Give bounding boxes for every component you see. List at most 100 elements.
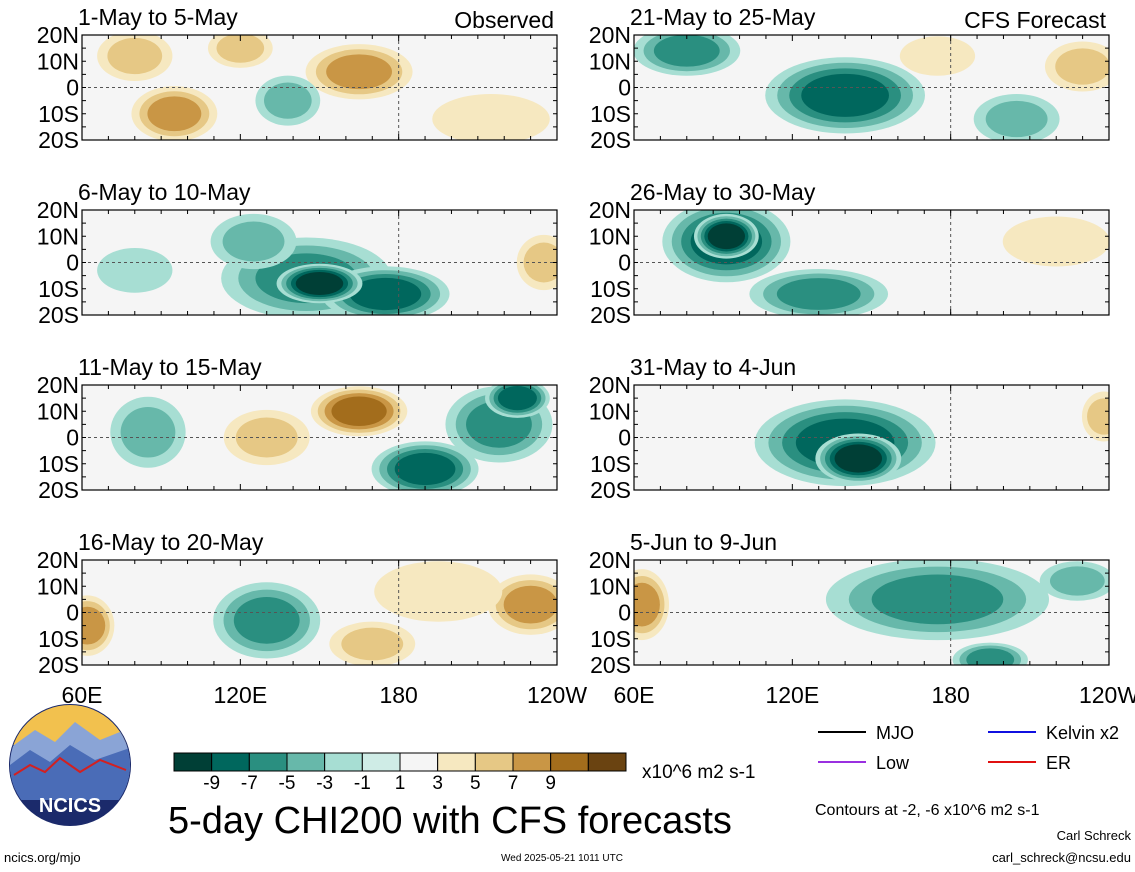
lat-tick-label: 10S [590, 276, 631, 302]
anomaly-field [97, 35, 550, 140]
anomaly-region [634, 582, 660, 627]
anomaly-region [1055, 48, 1109, 85]
timestamp: Wed 2025-05-21 1011 UTC [501, 853, 623, 864]
anomaly-field [634, 35, 1109, 140]
lat-tick-label: 10N [37, 223, 79, 249]
colorbar-swatch [173, 752, 213, 772]
colorbar-tick-label: -3 [316, 773, 333, 794]
lon-tick-label: 120E [765, 682, 819, 708]
anomaly-region [120, 406, 176, 458]
colorbar-swatch [399, 752, 439, 772]
anomaly-region [523, 242, 557, 283]
legend-label: MJO [876, 723, 914, 743]
lat-tick-label: 0 [66, 600, 79, 626]
colorbar-units: x10^6 m2 s-1 [642, 762, 756, 783]
colorbar-tick-label: -9 [203, 773, 220, 794]
author-name: Carl Schreck [1056, 828, 1131, 843]
lat-tick-label: 10S [590, 626, 631, 652]
anomaly-field [97, 213, 557, 315]
anomaly-field [634, 560, 1109, 665]
lat-tick-label: 10N [37, 573, 79, 599]
lat-tick-label: 10S [38, 101, 79, 127]
anomaly-region [985, 100, 1048, 138]
anomaly-region [834, 444, 883, 473]
anomaly-region [82, 606, 106, 645]
lat-tick-label: 20N [589, 372, 631, 398]
logo-text: NCICS [39, 795, 101, 817]
colorbar-tick-label: 3 [432, 773, 443, 794]
lat-tick-label: 10S [590, 451, 631, 477]
anomaly-field [662, 210, 1109, 315]
lat-tick-label: 0 [618, 250, 631, 276]
lat-tick-label: 10S [38, 276, 79, 302]
lon-tick-label: 120W [527, 682, 587, 708]
anomaly-region [341, 627, 404, 661]
colorbar-swatch [512, 752, 552, 772]
anomaly-field [82, 561, 557, 665]
anomaly-region [394, 452, 456, 486]
anomaly-region [503, 585, 557, 624]
lat-tick-label: 0 [66, 250, 79, 276]
anomaly-field [754, 391, 1109, 487]
anomaly-region [216, 35, 265, 63]
lat-tick-label: 10N [589, 573, 631, 599]
lat-tick-label: 10N [589, 223, 631, 249]
logo-line [13, 756, 127, 776]
lat-tick-label: 0 [618, 600, 631, 626]
lat-tick-label: 20S [38, 127, 79, 153]
anomaly-region [233, 597, 300, 644]
lon-tick-label: 180 [931, 682, 969, 708]
colorbar-tick-label: -7 [241, 773, 258, 794]
colorbar-tick-label: 9 [545, 773, 556, 794]
colorbar-tick-label: -5 [279, 773, 296, 794]
anomaly-region [349, 277, 422, 311]
colorbar-swatch [437, 752, 476, 772]
anomaly-region [107, 37, 163, 75]
colorbar-swatch [248, 752, 288, 772]
site-link[interactable]: ncics.org/mjo [4, 850, 81, 865]
anomaly-region [1087, 398, 1109, 435]
lon-tick-label: 60E [62, 682, 103, 708]
lat-tick-label: 10N [37, 398, 79, 424]
anomaly-region [497, 386, 537, 411]
lat-tick-label: 20N [37, 372, 79, 398]
colorbar-swatch [211, 752, 250, 772]
colorbar-swatch [324, 752, 363, 772]
lon-tick-label: 120E [213, 682, 267, 708]
anomaly-region [147, 96, 202, 132]
panel-tag: CFS Forecast [964, 7, 1106, 33]
contours-note: Contours at -2, -6 x10^6 m2 s-1 [815, 802, 1040, 819]
lat-tick-label: 20N [589, 547, 631, 573]
lat-tick-label: 20S [590, 302, 631, 328]
lat-tick-label: 20S [590, 127, 631, 153]
colorbar-tick-label: 1 [395, 773, 406, 794]
lat-tick-label: 20S [590, 477, 631, 503]
lat-tick-label: 10N [589, 48, 631, 74]
anomaly-region [776, 278, 861, 310]
anomaly-region [295, 271, 344, 296]
anomaly-region [374, 561, 503, 622]
anomaly-region [871, 574, 1004, 625]
panel-title: 1-May to 5-May [78, 4, 238, 30]
legend-label: Low [876, 753, 910, 773]
anomaly-region [264, 82, 312, 119]
lat-tick-label: 0 [66, 75, 79, 101]
anomaly-region [653, 35, 720, 67]
author-email: carl_schreck@ncsu.edu [992, 850, 1131, 865]
lat-tick-label: 10S [38, 626, 79, 652]
panel-title: 31-May to 4-Jun [630, 354, 796, 380]
lat-tick-label: 10S [38, 451, 79, 477]
anomaly-region [97, 248, 173, 293]
lat-tick-label: 20N [37, 547, 79, 573]
anomaly-region [1049, 566, 1105, 596]
lat-tick-label: 20S [38, 302, 79, 328]
